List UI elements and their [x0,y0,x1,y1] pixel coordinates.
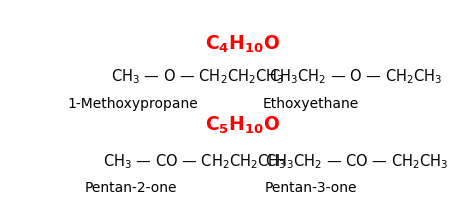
Text: CH$_3$ — O — CH$_2$CH$_2$CH$_3$: CH$_3$ — O — CH$_2$CH$_2$CH$_3$ [110,67,284,86]
Text: 1-Methoxypropane: 1-Methoxypropane [67,97,198,111]
Text: CH$_3$CH$_2$ — O — CH$_2$CH$_3$: CH$_3$CH$_2$ — O — CH$_2$CH$_3$ [269,67,442,86]
Text: $\mathbf{C_5H_{10}O}$: $\mathbf{C_5H_{10}O}$ [205,114,281,136]
Text: CH$_3$ — CO — CH$_2$CH$_2$CH$_3$: CH$_3$ — CO — CH$_2$CH$_2$CH$_3$ [103,152,287,171]
Text: $\mathbf{C_4H_{10}O}$: $\mathbf{C_4H_{10}O}$ [205,33,281,55]
Text: CH$_3$CH$_2$ — CO — CH$_2$CH$_3$: CH$_3$CH$_2$ — CO — CH$_2$CH$_3$ [265,152,448,171]
Text: Pentan-2-one: Pentan-2-one [85,181,177,195]
Text: Ethoxyethane: Ethoxyethane [263,97,359,111]
Text: Pentan-3-one: Pentan-3-one [264,181,357,195]
